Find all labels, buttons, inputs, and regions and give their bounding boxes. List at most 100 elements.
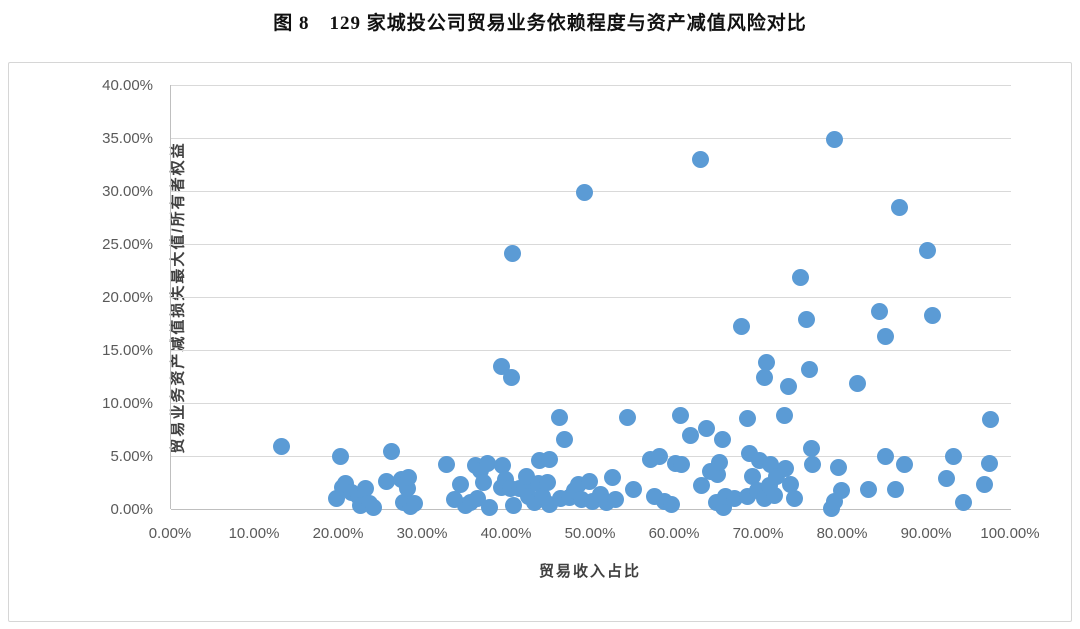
data-point bbox=[606, 490, 624, 508]
data-point bbox=[919, 241, 937, 259]
data-point bbox=[663, 496, 681, 514]
data-point bbox=[503, 245, 521, 263]
chart-title: 图 8 129 家城投公司贸易业务依赖程度与资产减值风险对比 bbox=[273, 13, 807, 34]
data-point bbox=[766, 486, 784, 504]
data-point bbox=[693, 477, 711, 495]
data-point bbox=[713, 430, 731, 448]
y-tick-label: 25.00% bbox=[102, 236, 153, 253]
data-point bbox=[671, 407, 689, 425]
data-point bbox=[555, 430, 573, 448]
data-point bbox=[791, 269, 809, 287]
data-point bbox=[758, 354, 776, 372]
data-point bbox=[480, 499, 498, 517]
data-point bbox=[924, 306, 942, 324]
x-tick-label: 90.00% bbox=[900, 525, 952, 542]
data-point bbox=[826, 130, 844, 148]
data-point bbox=[732, 318, 750, 336]
data-point bbox=[804, 455, 822, 473]
x-tick-label: 70.00% bbox=[732, 525, 784, 542]
data-point bbox=[377, 472, 395, 490]
y-tick-label: 10.00% bbox=[102, 395, 153, 412]
data-point bbox=[618, 409, 636, 427]
gridline bbox=[171, 403, 1011, 404]
data-point bbox=[785, 489, 803, 507]
data-point bbox=[859, 481, 877, 499]
data-point bbox=[955, 494, 973, 512]
gridline bbox=[171, 85, 1011, 86]
data-point bbox=[691, 150, 709, 168]
data-point bbox=[803, 440, 821, 458]
x-tick-label: 60.00% bbox=[648, 525, 700, 542]
data-point bbox=[781, 476, 799, 494]
gridline bbox=[171, 350, 1011, 351]
data-point bbox=[755, 369, 773, 387]
data-point bbox=[383, 443, 401, 461]
data-point bbox=[937, 469, 955, 487]
y-tick-label: 30.00% bbox=[102, 183, 153, 200]
data-point bbox=[976, 476, 994, 494]
data-point bbox=[738, 410, 756, 428]
data-point bbox=[580, 472, 598, 490]
data-point bbox=[682, 427, 700, 445]
data-point bbox=[886, 481, 904, 499]
data-point bbox=[538, 474, 556, 491]
data-point bbox=[494, 457, 512, 475]
data-point bbox=[981, 411, 999, 429]
data-point bbox=[479, 454, 497, 472]
data-point bbox=[452, 476, 470, 494]
y-tick-label: 40.00% bbox=[102, 77, 153, 94]
data-point bbox=[673, 455, 691, 473]
x-tick-label: 0.00% bbox=[148, 525, 192, 542]
x-tick-label: 50.00% bbox=[564, 525, 616, 542]
data-point bbox=[798, 310, 816, 328]
data-point bbox=[743, 467, 761, 485]
plot-area bbox=[170, 85, 1011, 517]
x-tick-label: 80.00% bbox=[816, 525, 868, 542]
y-tick-label: 20.00% bbox=[102, 289, 153, 306]
data-point bbox=[625, 481, 643, 499]
gridline bbox=[171, 138, 1011, 139]
data-point bbox=[832, 482, 850, 500]
data-point bbox=[980, 454, 998, 472]
data-point bbox=[779, 377, 797, 395]
data-point bbox=[800, 360, 818, 378]
gridline bbox=[171, 244, 1011, 245]
data-point bbox=[777, 460, 795, 478]
data-point bbox=[551, 409, 569, 427]
data-point bbox=[876, 447, 894, 465]
y-tick-label: 35.00% bbox=[102, 130, 153, 147]
y-tick-label: 15.00% bbox=[102, 342, 153, 359]
data-point bbox=[406, 495, 424, 513]
y-tick-label: 0.00% bbox=[110, 501, 153, 518]
gridline bbox=[171, 297, 1011, 298]
data-point bbox=[944, 447, 962, 465]
data-point bbox=[848, 375, 866, 393]
data-point bbox=[575, 183, 593, 201]
chart-container: 贸易业务资产减值损失最大值/所有者权益 贸易收入占比 0.00% 5.00% 10.… bbox=[8, 62, 1072, 622]
data-point bbox=[400, 468, 418, 486]
x-tick-label: 100.00% bbox=[980, 525, 1040, 542]
data-point bbox=[540, 450, 558, 468]
gridline bbox=[171, 456, 1011, 457]
data-point bbox=[604, 468, 622, 486]
data-point bbox=[697, 419, 715, 437]
x-axis-title: 贸易收入占比 bbox=[538, 563, 641, 580]
data-point bbox=[870, 303, 888, 321]
y-tick-label: 5.00% bbox=[110, 448, 153, 465]
data-point bbox=[876, 327, 894, 345]
data-point bbox=[272, 437, 290, 455]
data-point bbox=[775, 407, 793, 425]
data-point bbox=[505, 496, 523, 514]
data-point bbox=[890, 199, 908, 217]
data-point bbox=[438, 455, 456, 473]
data-point bbox=[474, 474, 492, 491]
data-point bbox=[502, 369, 520, 387]
x-tick-label: 40.00% bbox=[480, 525, 532, 542]
data-point bbox=[711, 453, 729, 471]
data-point bbox=[895, 455, 913, 473]
x-tick-label: 10.00% bbox=[228, 525, 280, 542]
x-tick-label: 30.00% bbox=[396, 525, 448, 542]
data-point bbox=[650, 447, 668, 465]
data-point bbox=[364, 499, 382, 517]
